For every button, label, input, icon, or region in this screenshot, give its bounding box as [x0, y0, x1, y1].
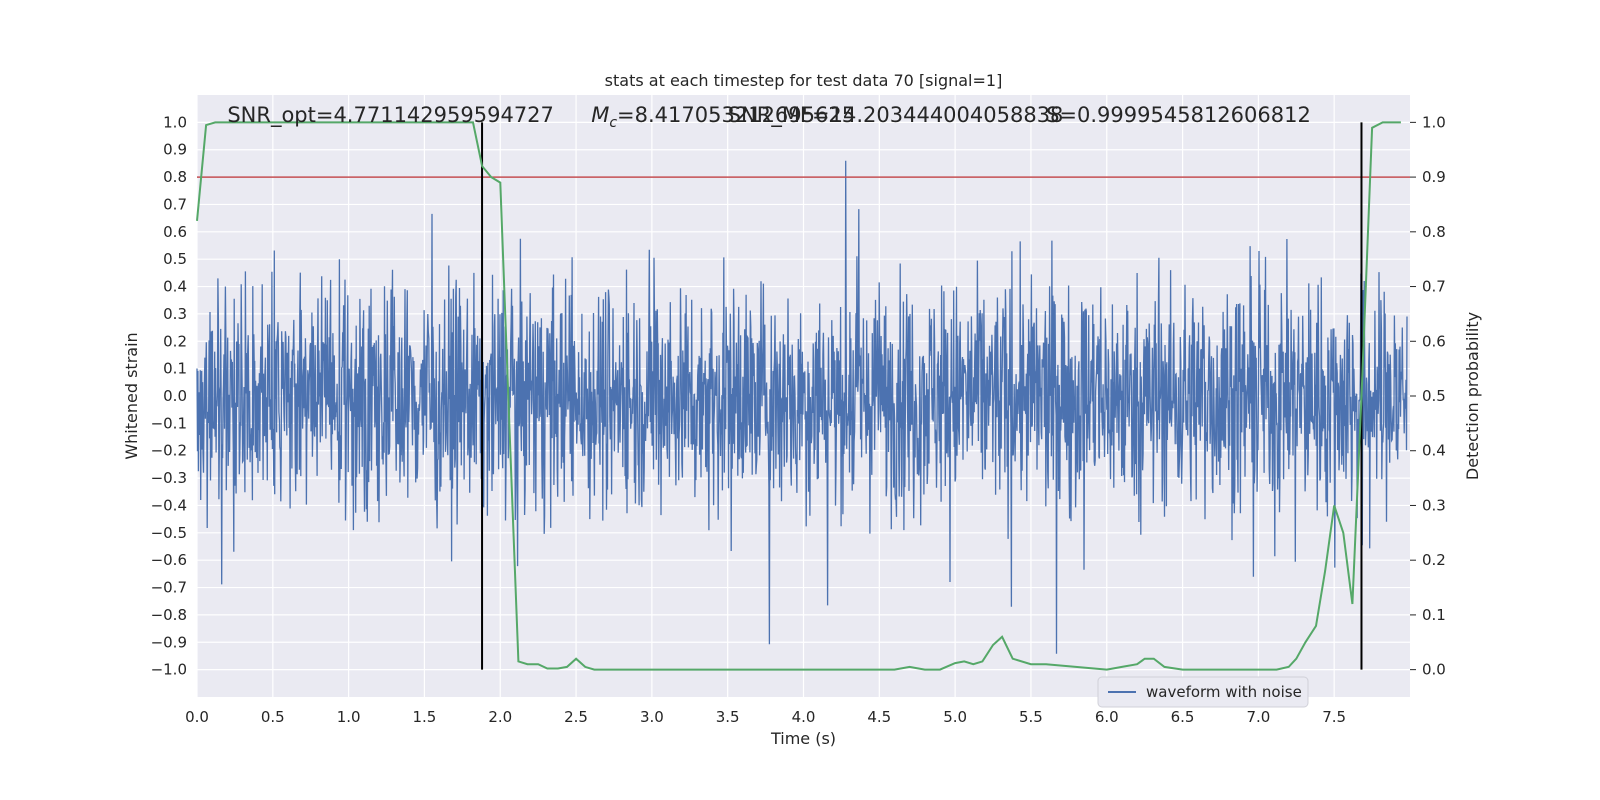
y-tick-label: 0.9	[163, 141, 187, 159]
y-tick-label: −0.3	[151, 469, 187, 487]
x-tick-label: 6.5	[1171, 708, 1195, 726]
y-tick-label: −0.9	[151, 633, 187, 651]
legend-label: waveform with noise	[1146, 683, 1302, 701]
y2-tick-label: 0.8	[1422, 223, 1446, 241]
x-tick-label: 5.0	[943, 708, 967, 726]
y-tick-label: 0.2	[163, 332, 187, 350]
y-tick-label: 1.0	[163, 113, 187, 131]
annotation-text: SNR_opt=4.771142959594727	[227, 103, 554, 128]
y-tick-label: −0.4	[151, 496, 187, 514]
y-tick-label: −0.5	[151, 524, 187, 542]
y2-tick-label: 0.9	[1422, 168, 1446, 186]
y-tick-label: −0.8	[151, 606, 187, 624]
y2-tick-label: 1.0	[1422, 113, 1446, 131]
y-tick-label: 0.8	[163, 168, 187, 186]
annotation-text: Mc=8.417053212695625	[591, 103, 855, 131]
y2-tick-label: 0.2	[1422, 551, 1446, 569]
y-tick-label: 0.3	[163, 305, 187, 323]
annotation-text: SNR_MF=14.203444004058838	[728, 103, 1064, 128]
y2-tick-labels: 1.0 0.9 0.8 0.7 0.6 0.5 0.4 0.3 0.2 0.1 0.0	[1410, 113, 1446, 679]
x-tick-label: 5.5	[1019, 708, 1043, 726]
y2-axis-label: Detection probability	[1463, 312, 1482, 480]
y2-tick-label: 0.4	[1422, 442, 1446, 460]
x-tick-label: 3.0	[640, 708, 664, 726]
y-axis-label: Whitened strain	[122, 332, 141, 459]
y2-tick-label: 0.6	[1422, 332, 1446, 350]
annotations: SNR_opt=4.771142959594727 Mc=8.4170532126…	[227, 103, 1311, 131]
legend-box	[1097, 676, 1309, 708]
y-tick-label: −0.6	[151, 551, 187, 569]
annotation-text: S=0.9999545812606812	[1046, 103, 1311, 127]
series-detection-probability	[196, 121, 1401, 671]
y-tick-label: 0.4	[163, 278, 187, 296]
legend: waveform with noise	[1097, 676, 1309, 708]
y-tick-labels: 1.0 0.9 0.8 0.7 0.6 0.5 0.4 0.3 0.2 0.1 0.0 −0.1 −0.…	[151, 113, 187, 678]
y-tick-label: 0.1	[163, 360, 187, 378]
y2-tick-label: 0.1	[1422, 606, 1446, 624]
x-tick-label: 7.0	[1246, 708, 1270, 726]
y2-tick-label: 0.7	[1422, 278, 1446, 296]
x-tick-label: 4.0	[792, 708, 816, 726]
y-tick-label: 0.6	[163, 223, 187, 241]
x-tick-label: 6.0	[1095, 708, 1119, 726]
waveform-trace	[196, 160, 1408, 654]
y2-tick-label: 0.0	[1422, 661, 1446, 679]
y2-tick-label: 0.5	[1422, 387, 1446, 405]
x-axis-label: Time (s)	[770, 729, 836, 748]
x-tick-label: 2.0	[488, 708, 512, 726]
y-tick-label: −0.1	[151, 414, 187, 432]
x-tick-label: 4.5	[867, 708, 891, 726]
y-tick-label: −0.2	[151, 442, 187, 460]
y-tick-label: 0.7	[163, 195, 187, 213]
y-tick-label: −0.7	[151, 579, 187, 597]
y-tick-label: 0.0	[163, 387, 187, 405]
series-waveform-with-noise	[196, 160, 1408, 654]
x-tick-label: 0.0	[185, 708, 209, 726]
x-tick-label: 1.0	[337, 708, 361, 726]
x-tick-labels: 0.0 0.5 1.0 1.5 2.0 2.5 3.0 3.5 4.0 4.5 5.0 5.5 6.0 6…	[185, 708, 1346, 726]
x-tick-label: 0.5	[261, 708, 285, 726]
y2-tick-label: 0.3	[1422, 496, 1446, 514]
y-tick-label: −1.0	[151, 661, 187, 679]
x-tick-label: 1.5	[413, 708, 437, 726]
x-tick-label: 3.5	[716, 708, 740, 726]
x-tick-label: 7.5	[1322, 708, 1346, 726]
y-tick-label: 0.5	[163, 250, 187, 268]
chart-title: stats at each timestep for test data 70 …	[605, 71, 1003, 90]
x-tick-label: 2.5	[564, 708, 588, 726]
